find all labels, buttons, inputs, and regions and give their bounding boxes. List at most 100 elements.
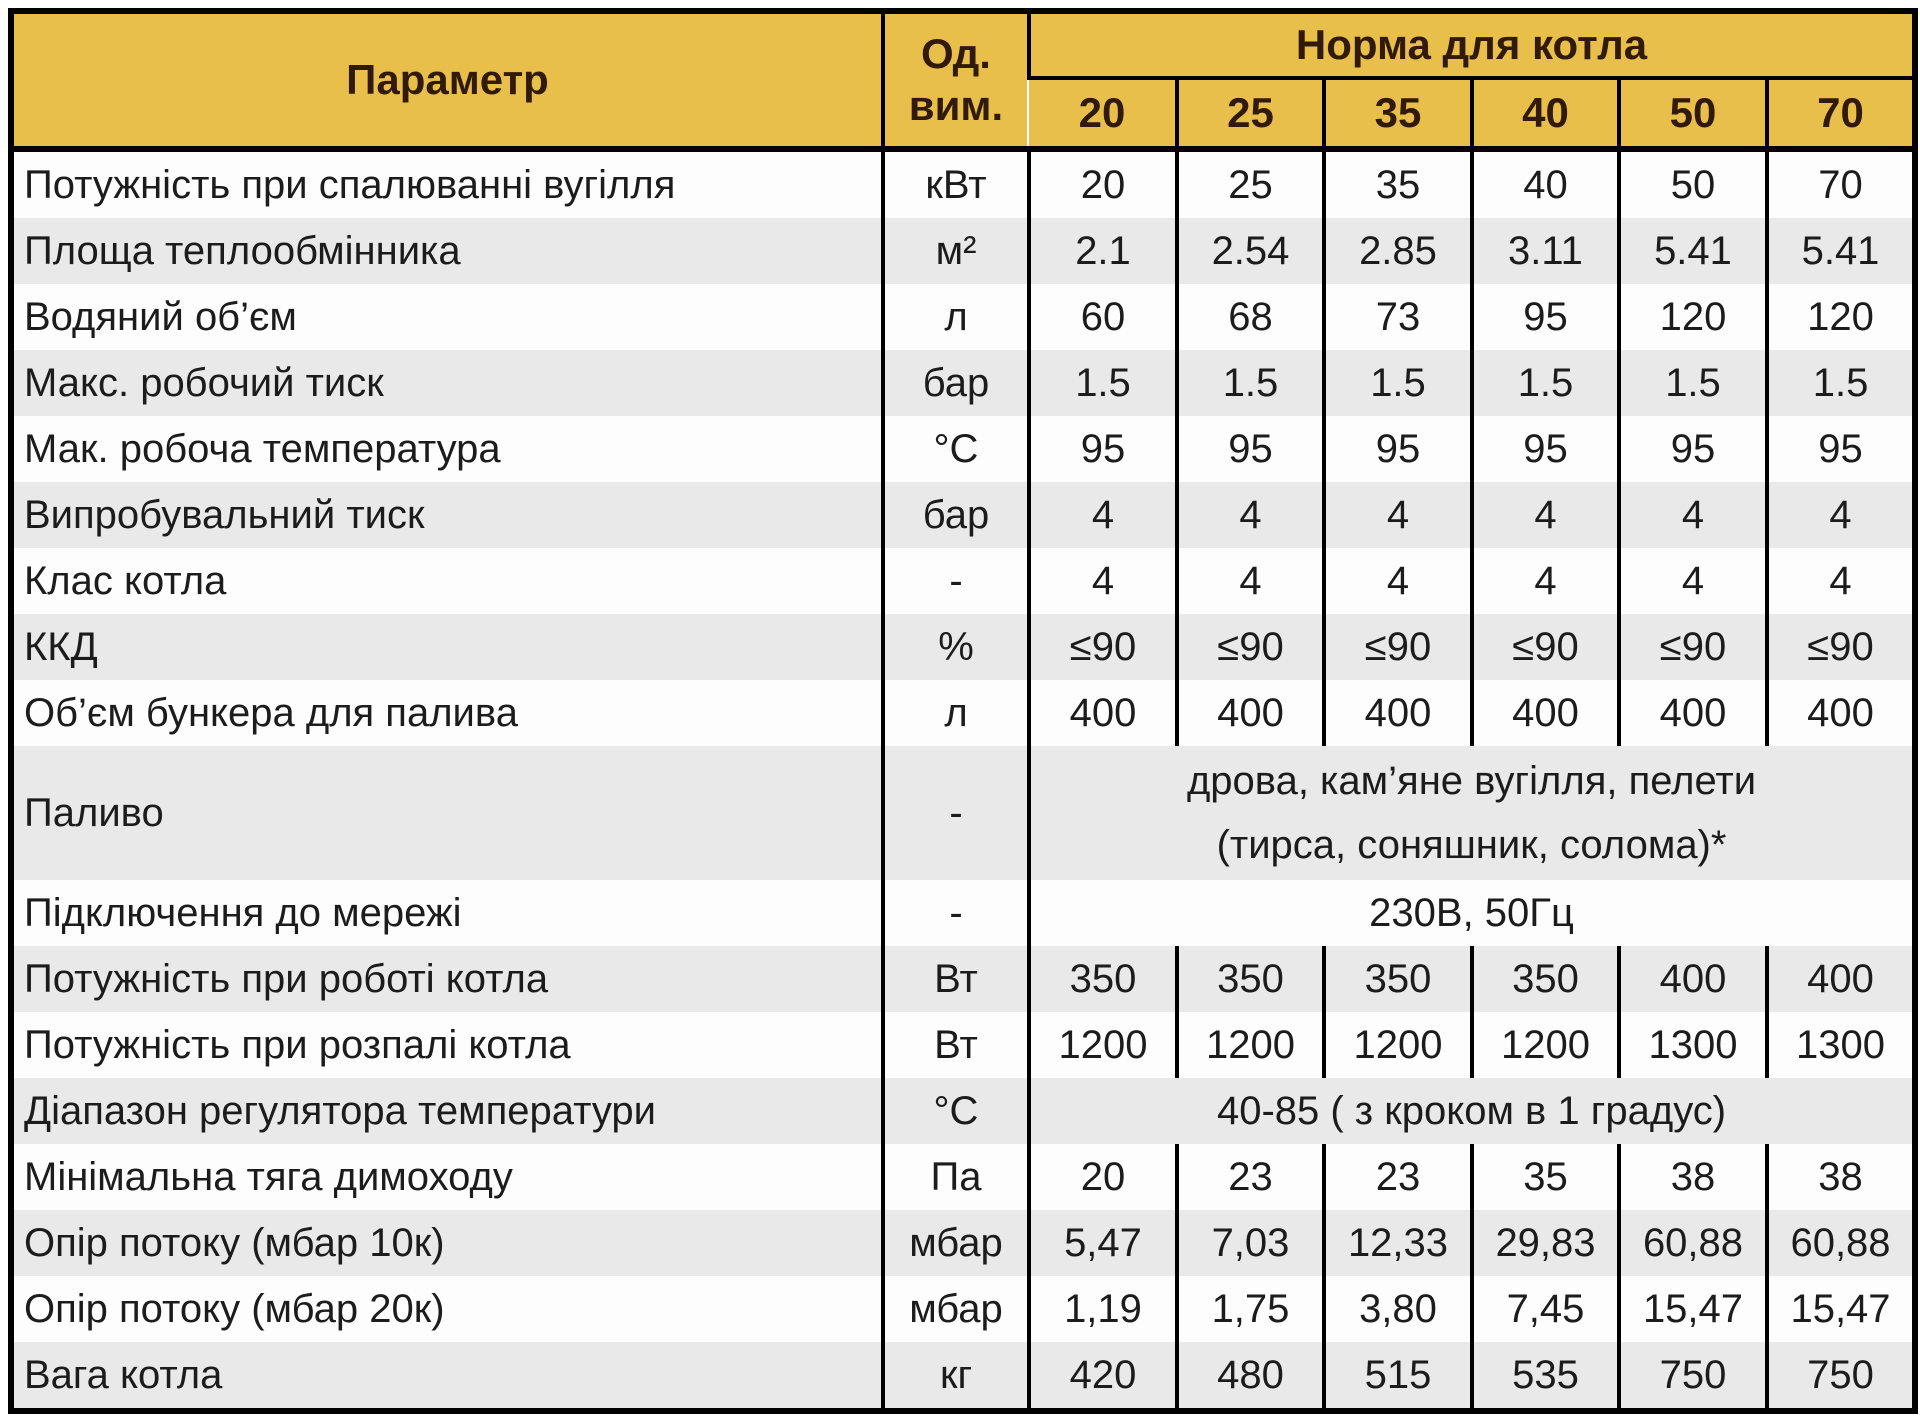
unit-cell: л	[881, 680, 1029, 746]
value-cell: ≤90	[1322, 614, 1472, 680]
parameter-cell: Потужність при розпалі котла	[11, 1012, 883, 1078]
value-cell: 1,75	[1175, 1276, 1324, 1342]
column-header-model-50: 50	[1617, 76, 1767, 149]
value-cell: 4	[1764, 548, 1916, 614]
unit-cell: мбар	[881, 1210, 1029, 1276]
value-cell: 1.5	[1470, 350, 1619, 416]
value-cell: 15,47	[1764, 1276, 1916, 1342]
parameter-cell: Підключення до мережі	[11, 880, 883, 946]
unit-cell: бар	[881, 350, 1029, 416]
value-cell: 4	[1617, 548, 1767, 614]
unit-cell: кВт	[881, 146, 1029, 218]
value-cell: 20	[1027, 146, 1177, 218]
unit-cell: м²	[881, 218, 1029, 284]
table-row: Підключення до мережі - 230В, 50Гц	[11, 880, 1916, 946]
value-cell: 1200	[1175, 1012, 1324, 1078]
unit-cell: %	[881, 614, 1029, 680]
table-row: Мінімальна тяга димоходу Па 20 23 23 35 38 38	[11, 1144, 1916, 1210]
value-cell: 35	[1470, 1144, 1619, 1210]
table-row: Випробувальний тиск бар 4 4 4 4 4 4	[11, 482, 1916, 548]
column-header-parameter: Параметр	[11, 11, 883, 149]
value-cell: 4	[1470, 548, 1619, 614]
value-cell: 4	[1175, 548, 1324, 614]
value-cell: 3,80	[1322, 1276, 1472, 1342]
value-cell: 3.11	[1470, 218, 1619, 284]
table-body: Потужність при спалюванні вугілля кВт 20 25…	[11, 146, 1916, 1411]
value-cell: 50	[1617, 146, 1767, 218]
value-cell: 480	[1175, 1342, 1324, 1411]
parameter-cell: Клас котла	[11, 548, 883, 614]
value-cell: 95	[1470, 284, 1619, 350]
value-cell: 2.85	[1322, 218, 1472, 284]
parameter-cell: Мак. робоча температура	[11, 416, 883, 482]
merged-value-line: дрова, кам’яне вугілля, пелети	[1186, 759, 1757, 803]
parameter-cell: Об’єм бункера для палива	[11, 680, 883, 746]
value-cell: 60,88	[1617, 1210, 1767, 1276]
table-row: Клас котла -4 4 4 4 4 4	[11, 548, 1916, 614]
value-cell: 350	[1175, 946, 1324, 1012]
unit-cell: °С	[881, 1078, 1029, 1144]
unit-cell: -	[881, 548, 1029, 614]
table-row: Діапазон регулятора температури °С 40-85 (…	[11, 1078, 1916, 1144]
value-cell: 400	[1764, 680, 1916, 746]
value-cell: 29,83	[1470, 1210, 1619, 1276]
value-cell: 1200	[1322, 1012, 1472, 1078]
value-cell: 120	[1617, 284, 1767, 350]
table-row: Опір потоку (мбар 20к) мбар 1,19 1,75 3,80 7,…	[11, 1276, 1916, 1342]
merged-value-line: (тирса, соняшник, солома)*	[1216, 823, 1727, 867]
value-cell: 23	[1175, 1144, 1324, 1210]
parameter-cell: Водяний об’єм	[11, 284, 883, 350]
header-row-top: Параметр Од. вим. Норма для котла	[11, 11, 1916, 149]
merged-value-line: 230В, 50Гц	[1369, 891, 1574, 935]
column-header-model-20: 20	[1029, 76, 1177, 149]
value-cell: ≤90	[1175, 614, 1324, 680]
value-cell: 4	[1470, 482, 1619, 548]
value-cell: 40	[1470, 146, 1619, 218]
table-row: Потужність при розпалі котла Вт 1200 1200 12…	[11, 1012, 1916, 1078]
value-cell: 7,45	[1470, 1276, 1619, 1342]
value-cell: 1200	[1027, 1012, 1177, 1078]
merged-value-cell: 230В, 50Гц	[1026, 880, 1916, 946]
value-cell: 4	[1764, 482, 1916, 548]
value-cell: 95	[1175, 416, 1324, 482]
table-row: Опір потоку (мбар 10к) мбар 5,47 7,03 12,33 2…	[11, 1210, 1916, 1276]
table-row: Потужність при роботі котла Вт 350 350 350 35…	[11, 946, 1916, 1012]
value-cell: 20	[1027, 1144, 1177, 1210]
value-cell: 515	[1322, 1342, 1472, 1411]
value-cell: 68	[1175, 284, 1324, 350]
parameter-cell: Макс. робочий тиск	[11, 350, 883, 416]
parameter-cell: Випробувальний тиск	[11, 482, 883, 548]
value-cell: 1.5	[1175, 350, 1324, 416]
value-cell: 400	[1175, 680, 1324, 746]
value-cell: 95	[1764, 416, 1916, 482]
value-cell: 750	[1617, 1342, 1767, 1411]
column-header-unit: Од. вим.	[881, 11, 1029, 149]
value-cell: 1.5	[1764, 350, 1916, 416]
table-row: Об’єм бункера для палива л 400 400 400 400 400…	[11, 680, 1916, 746]
value-cell: 5.41	[1764, 218, 1916, 284]
table-row: Водяний об’єм л 60 68 73 95 120 120	[11, 284, 1916, 350]
column-header-model-40: 40	[1470, 76, 1619, 149]
value-cell: 60	[1027, 284, 1177, 350]
column-header-norm: Норма для котла	[1026, 11, 1916, 78]
parameter-cell: ККД	[11, 614, 883, 680]
value-cell: 750	[1764, 1342, 1916, 1411]
header-row-models: 20 25 35 40 50 70	[11, 76, 1916, 149]
parameter-cell: Паливо	[11, 746, 883, 880]
parameter-cell: Вага котла	[11, 1342, 883, 1411]
value-cell: 95	[1322, 416, 1472, 482]
unit-cell: Вт	[881, 1012, 1029, 1078]
parameter-cell: Діапазон регулятора температури	[11, 1078, 883, 1144]
unit-cell: °С	[881, 416, 1029, 482]
value-cell: 38	[1617, 1144, 1767, 1210]
value-cell: 350	[1470, 946, 1619, 1012]
column-header-model-70: 70	[1764, 76, 1916, 149]
value-cell: 120	[1764, 284, 1916, 350]
column-header-model-35: 35	[1322, 76, 1472, 149]
value-cell: 95	[1027, 416, 1177, 482]
value-cell: 15,47	[1617, 1276, 1767, 1342]
merged-value-line: 40-85 ( з кроком в 1 градус)	[1216, 1089, 1727, 1133]
table-row: Мак. робоча температура °С 95 95 95 95 95 95	[11, 416, 1916, 482]
value-cell: 4	[1322, 482, 1472, 548]
